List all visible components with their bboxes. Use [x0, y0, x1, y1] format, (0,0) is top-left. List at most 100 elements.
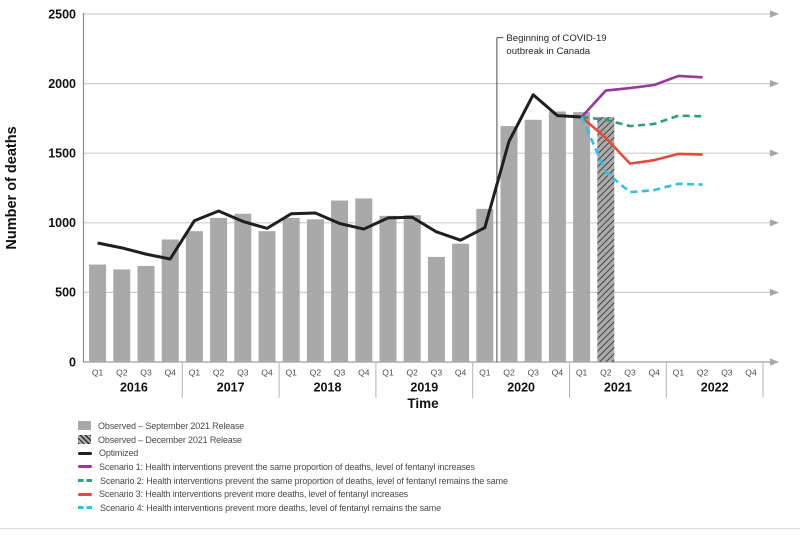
legend-label: Scenario 2: Health interventions prevent… [100, 475, 508, 486]
quarter-label: Q4 [552, 368, 564, 378]
teal-dashed-line-swatch-icon [78, 479, 93, 483]
red-line-swatch-icon [78, 492, 92, 496]
observed-bar [524, 119, 542, 363]
observed-bar [379, 215, 397, 362]
observed-bar [210, 217, 228, 362]
observed-bar [185, 231, 203, 362]
quarter-label: Q3 [624, 368, 636, 378]
observed-bar [573, 112, 591, 362]
observed-bar [452, 243, 470, 362]
quarter-label: Q2 [116, 368, 128, 378]
observed-bar [161, 239, 179, 362]
series-line [97, 93, 582, 261]
observed-bar [258, 231, 276, 362]
purple-line-swatch-icon [78, 465, 92, 469]
data-lines [97, 74, 703, 261]
series-line [581, 114, 703, 128]
legend-label: Scenario 4: Health interventions prevent… [100, 502, 441, 513]
year-label: 2019 [410, 381, 438, 395]
year-label: 2018 [314, 381, 342, 395]
legend-label: Observed – September 2021 Release [98, 420, 245, 431]
quarter-label: Q3 [527, 368, 539, 378]
legend-item-optimized: Optimized [78, 446, 508, 460]
quarter-label: Q4 [358, 368, 370, 378]
legend-item-observed-september: Observed – September 2021 Release [78, 419, 508, 433]
quarter-label: Q2 [213, 368, 225, 378]
quarter-label: Q4 [261, 368, 273, 378]
y-tick-label: 2500 [48, 7, 76, 21]
legend-item-scenario-2: Scenario 2: Health interventions prevent… [78, 474, 508, 488]
axis-arrow-icon [770, 149, 779, 157]
year-label: 2022 [701, 381, 729, 395]
legend-item-scenario-1: Scenario 1: Health interventions prevent… [78, 460, 508, 474]
quarter-label: Q3 [721, 368, 733, 378]
legend-label: Optimized [99, 448, 139, 459]
axis-arrow-icon [770, 358, 779, 366]
hatched-bar-swatch-icon [78, 435, 91, 445]
year-label: 2016 [120, 381, 148, 395]
annotation-text: Beginning of COVID-19 [506, 33, 606, 44]
observed-bar [427, 256, 445, 362]
legend-label: Scenario 3: Health interventions prevent… [99, 489, 409, 500]
observed-bar [137, 265, 155, 362]
quarter-label: Q3 [237, 368, 249, 378]
quarter-label: Q4 [164, 368, 176, 378]
quarter-label: Q3 [334, 368, 346, 378]
quarter-label: Q2 [406, 368, 418, 378]
bars [89, 111, 615, 363]
gridlines: 0 500 1000 1500 2000 2500 [48, 7, 779, 369]
quarter-label: Q1 [673, 368, 685, 378]
axis-arrow-icon [770, 219, 779, 227]
quarter-label: Q2 [697, 368, 709, 378]
legend-item-scenario-4: Scenario 4: Health interventions prevent… [78, 501, 508, 515]
bottom-divider [0, 528, 800, 529]
observed-bar [548, 111, 566, 362]
y-tick-label: 2000 [48, 77, 76, 91]
year-label: 2020 [507, 381, 535, 395]
black-line-swatch-icon [78, 451, 92, 455]
quarter-label: Q2 [503, 368, 515, 378]
legend-item-scenario-3: Scenario 3: Health interventions prevent… [78, 487, 508, 501]
quarter-label: Q3 [140, 368, 152, 378]
observed-hatched-bar [597, 117, 615, 363]
observed-bar [355, 198, 373, 362]
y-tick-label: 0 [69, 355, 76, 369]
x-axis-labels: Q1 Q2 Q3 Q4 Q1 Q2 Q3 Q4 Q1 Q2 Q3 Q4 Q1 Q2 Q3 Q4 Q1 Q2 Q3 Q4… [92, 363, 764, 398]
series-line [580, 116, 703, 165]
quarter-label: Q1 [479, 368, 491, 378]
axis-arrow-icon [770, 288, 779, 296]
series-line [580, 74, 703, 118]
legend-item-observed-december: Observed – December 2021 Release [78, 433, 508, 447]
covid-annotation: Beginning of COVID-19 outbreak in Canada [496, 33, 607, 362]
observed-bar [476, 208, 494, 362]
legend-label: Observed – December 2021 Release [98, 434, 242, 445]
observed-bar [234, 213, 252, 362]
cyan-dashed-line-swatch-icon [78, 506, 93, 510]
quarter-label: Q1 [576, 368, 588, 378]
quarter-label: Q1 [189, 368, 201, 378]
legend: Observed – September 2021 Release Observ… [78, 419, 508, 515]
series-line [580, 116, 703, 194]
observed-bar [331, 200, 349, 362]
quarter-label: Q1 [92, 368, 104, 378]
legend-label: Scenario 1: Health interventions prevent… [99, 461, 475, 472]
observed-bar [500, 126, 518, 362]
quarter-label: Q4 [648, 368, 660, 378]
y-axis-title: Number of deaths [4, 126, 20, 249]
year-label: 2021 [604, 381, 632, 395]
observed-bar [306, 219, 324, 362]
y-tick-label: 1000 [48, 216, 76, 230]
quarter-label: Q1 [382, 368, 394, 378]
axis-arrow-icon [770, 80, 779, 88]
bar-swatch-icon [78, 421, 91, 431]
quarter-label: Q2 [310, 368, 322, 378]
observed-bar [113, 269, 131, 362]
observed-bar [403, 215, 421, 362]
quarter-label: Q3 [431, 368, 443, 378]
y-tick-label: 500 [55, 286, 76, 300]
annotation-text: outbreak in Canada [506, 46, 590, 57]
year-label: 2017 [217, 381, 245, 395]
axis-arrow-icon [770, 10, 779, 18]
quarter-label: Q2 [600, 368, 612, 378]
chart-svg: 0 500 1000 1500 2000 2500 Q1 Q2 Q3 Q4 Q1 Q2 Q3 Q4 Q1 Q2… [4, 7, 779, 411]
